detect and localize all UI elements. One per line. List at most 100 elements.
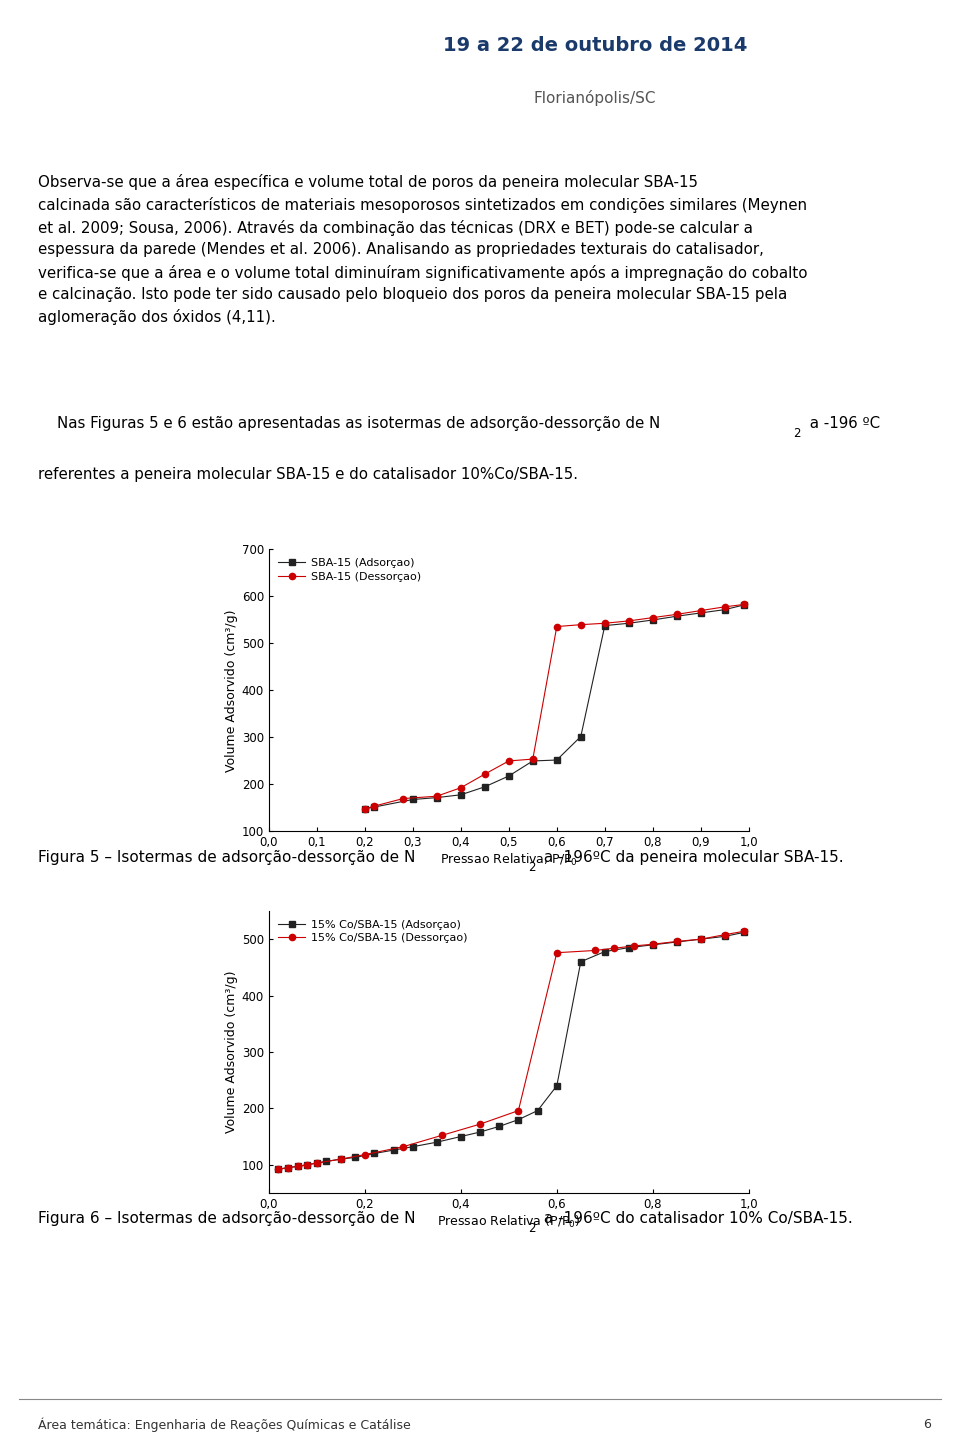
Text: a -196ºC da peneira molecular SBA-15.: a -196ºC da peneira molecular SBA-15. [540, 850, 844, 865]
Text: a -196ºC do catalisador 10% Co/SBA-15.: a -196ºC do catalisador 10% Co/SBA-15. [540, 1212, 852, 1226]
Text: Figura 6 – Isotermas de adsorção-dessorção de N: Figura 6 – Isotermas de adsorção-dessorç… [38, 1212, 416, 1226]
15% Co/SBA-15 (Dessorçao) [335, 1151, 347, 1168]
SBA-15 (Dessorçao) [455, 779, 467, 797]
SBA-15 (Adsorçao) [551, 752, 563, 769]
SBA-15 (Adsorçao) [671, 607, 683, 625]
15% Co/SBA-15 (Adsorçao) [369, 1145, 380, 1163]
Y-axis label: Volume Adsorvido (cm³/g): Volume Adsorvido (cm³/g) [225, 970, 237, 1134]
Line: 15% Co/SBA-15 (Adsorçao): 15% Co/SBA-15 (Adsorçao) [276, 930, 747, 1173]
Line: SBA-15 (Adsorçao): SBA-15 (Adsorçao) [362, 602, 747, 813]
Text: Observa-se que a área específica e volume total de poros da peneira molecular SB: Observa-se que a área específica e volum… [38, 174, 808, 325]
SBA-15 (Dessorçao) [369, 797, 380, 814]
15% Co/SBA-15 (Adsorçao) [575, 953, 587, 970]
Text: referentes a peneira molecular SBA-15 e do catalisador 10%Co/SBA-15.: referentes a peneira molecular SBA-15 e … [38, 467, 578, 482]
SBA-15 (Dessorçao) [397, 790, 409, 807]
SBA-15 (Adsorçao) [407, 791, 419, 808]
SBA-15 (Adsorçao) [623, 615, 635, 632]
15% Co/SBA-15 (Adsorçao) [493, 1118, 505, 1135]
15% Co/SBA-15 (Adsorçao) [407, 1138, 419, 1155]
15% Co/SBA-15 (Adsorçao) [455, 1128, 467, 1145]
Text: Nas Figuras 5 e 6 estão apresentadas as isotermas de adsorção-dessorção de N: Nas Figuras 5 e 6 estão apresentadas as … [38, 416, 660, 431]
Text: 2: 2 [529, 860, 536, 873]
15% Co/SBA-15 (Dessorçao) [551, 944, 563, 962]
15% Co/SBA-15 (Dessorçao) [738, 923, 750, 940]
15% Co/SBA-15 (Dessorçao) [589, 941, 601, 959]
15% Co/SBA-15 (Dessorçao) [436, 1126, 447, 1144]
15% Co/SBA-15 (Adsorçao) [349, 1148, 361, 1165]
15% Co/SBA-15 (Adsorçao) [311, 1154, 323, 1171]
SBA-15 (Dessorçao) [695, 602, 707, 619]
Y-axis label: Volume Adsorvido (cm³/g): Volume Adsorvido (cm³/g) [225, 609, 237, 772]
SBA-15 (Dessorçao) [431, 788, 443, 805]
15% Co/SBA-15 (Adsorçao) [623, 938, 635, 956]
15% Co/SBA-15 (Dessorçao) [671, 933, 683, 950]
15% Co/SBA-15 (Adsorçao) [513, 1111, 524, 1128]
15% Co/SBA-15 (Adsorçao) [647, 936, 659, 953]
SBA-15 (Dessorçao) [527, 750, 539, 768]
SBA-15 (Adsorçao) [527, 752, 539, 769]
15% Co/SBA-15 (Dessorçao) [513, 1102, 524, 1119]
15% Co/SBA-15 (Adsorçao) [719, 928, 731, 946]
15% Co/SBA-15 (Adsorçao) [474, 1124, 486, 1141]
SBA-15 (Dessorçao) [359, 800, 371, 817]
15% Co/SBA-15 (Adsorçao) [388, 1141, 399, 1158]
SBA-15 (Adsorçao) [369, 798, 380, 816]
15% Co/SBA-15 (Dessorçao) [397, 1138, 409, 1155]
SBA-15 (Adsorçao) [695, 604, 707, 622]
15% Co/SBA-15 (Dessorçao) [628, 937, 639, 954]
SBA-15 (Adsorçao) [479, 778, 491, 795]
SBA-15 (Dessorçao) [575, 616, 587, 633]
SBA-15 (Adsorçao) [575, 727, 587, 745]
15% Co/SBA-15 (Dessorçao) [609, 940, 620, 957]
15% Co/SBA-15 (Adsorçao) [282, 1158, 294, 1176]
X-axis label: Pressao Relativa (P/P$_0$): Pressao Relativa (P/P$_0$) [437, 1213, 581, 1229]
Line: 15% Co/SBA-15 (Dessorçao): 15% Co/SBA-15 (Dessorçao) [276, 928, 747, 1173]
SBA-15 (Adsorçao) [359, 800, 371, 817]
SBA-15 (Dessorçao) [551, 617, 563, 635]
15% Co/SBA-15 (Adsorçao) [335, 1151, 347, 1168]
SBA-15 (Adsorçao) [647, 612, 659, 629]
15% Co/SBA-15 (Dessorçao) [292, 1158, 303, 1176]
15% Co/SBA-15 (Dessorçao) [719, 925, 731, 943]
Text: a -196 ºC: a -196 ºC [805, 416, 880, 431]
15% Co/SBA-15 (Dessorçao) [695, 931, 707, 949]
SBA-15 (Dessorçao) [671, 606, 683, 623]
SBA-15 (Adsorçao) [738, 596, 750, 613]
Legend: SBA-15 (Adsorçao), SBA-15 (Dessorçao): SBA-15 (Adsorçao), SBA-15 (Dessorçao) [275, 555, 424, 586]
SBA-15 (Dessorçao) [738, 596, 750, 613]
15% Co/SBA-15 (Adsorçao) [695, 931, 707, 949]
Text: Área temática: Engenharia de Reações Químicas e Catálise: Área temática: Engenharia de Reações Quí… [38, 1417, 411, 1432]
SBA-15 (Adsorçao) [503, 768, 515, 785]
SBA-15 (Adsorçao) [719, 602, 731, 619]
15% Co/SBA-15 (Adsorçao) [301, 1157, 313, 1174]
15% Co/SBA-15 (Adsorçao) [599, 943, 611, 960]
SBA-15 (Adsorçao) [599, 617, 611, 635]
Text: 2: 2 [529, 1222, 536, 1235]
Text: 19 a 22 de outubro de 2014: 19 a 22 de outubro de 2014 [443, 36, 748, 55]
15% Co/SBA-15 (Adsorçao) [321, 1152, 332, 1170]
Text: 6: 6 [924, 1419, 931, 1432]
15% Co/SBA-15 (Adsorçao) [532, 1102, 543, 1119]
15% Co/SBA-15 (Adsorçao) [551, 1077, 563, 1095]
SBA-15 (Adsorçao) [431, 790, 443, 807]
SBA-15 (Dessorçao) [599, 615, 611, 632]
Line: SBA-15 (Dessorçao): SBA-15 (Dessorçao) [362, 602, 747, 813]
15% Co/SBA-15 (Adsorçao) [292, 1158, 303, 1176]
15% Co/SBA-15 (Adsorçao) [671, 933, 683, 950]
Text: Figura 5 – Isotermas de adsorção-dessorção de N: Figura 5 – Isotermas de adsorção-dessorç… [38, 850, 416, 865]
15% Co/SBA-15 (Dessorçao) [282, 1158, 294, 1176]
SBA-15 (Dessorçao) [647, 609, 659, 626]
15% Co/SBA-15 (Dessorçao) [647, 936, 659, 953]
SBA-15 (Adsorçao) [455, 787, 467, 804]
SBA-15 (Dessorçao) [503, 752, 515, 769]
SBA-15 (Dessorçao) [719, 599, 731, 616]
15% Co/SBA-15 (Adsorçao) [273, 1161, 284, 1178]
15% Co/SBA-15 (Dessorçao) [301, 1157, 313, 1174]
SBA-15 (Dessorçao) [623, 612, 635, 629]
15% Co/SBA-15 (Dessorçao) [474, 1115, 486, 1132]
15% Co/SBA-15 (Dessorçao) [311, 1154, 323, 1171]
SBA-15 (Dessorçao) [479, 765, 491, 782]
Text: 2: 2 [794, 427, 801, 440]
X-axis label: Pressao Relativa, P/P$_0$: Pressao Relativa, P/P$_0$ [440, 852, 578, 868]
15% Co/SBA-15 (Adsorçao) [431, 1134, 443, 1151]
